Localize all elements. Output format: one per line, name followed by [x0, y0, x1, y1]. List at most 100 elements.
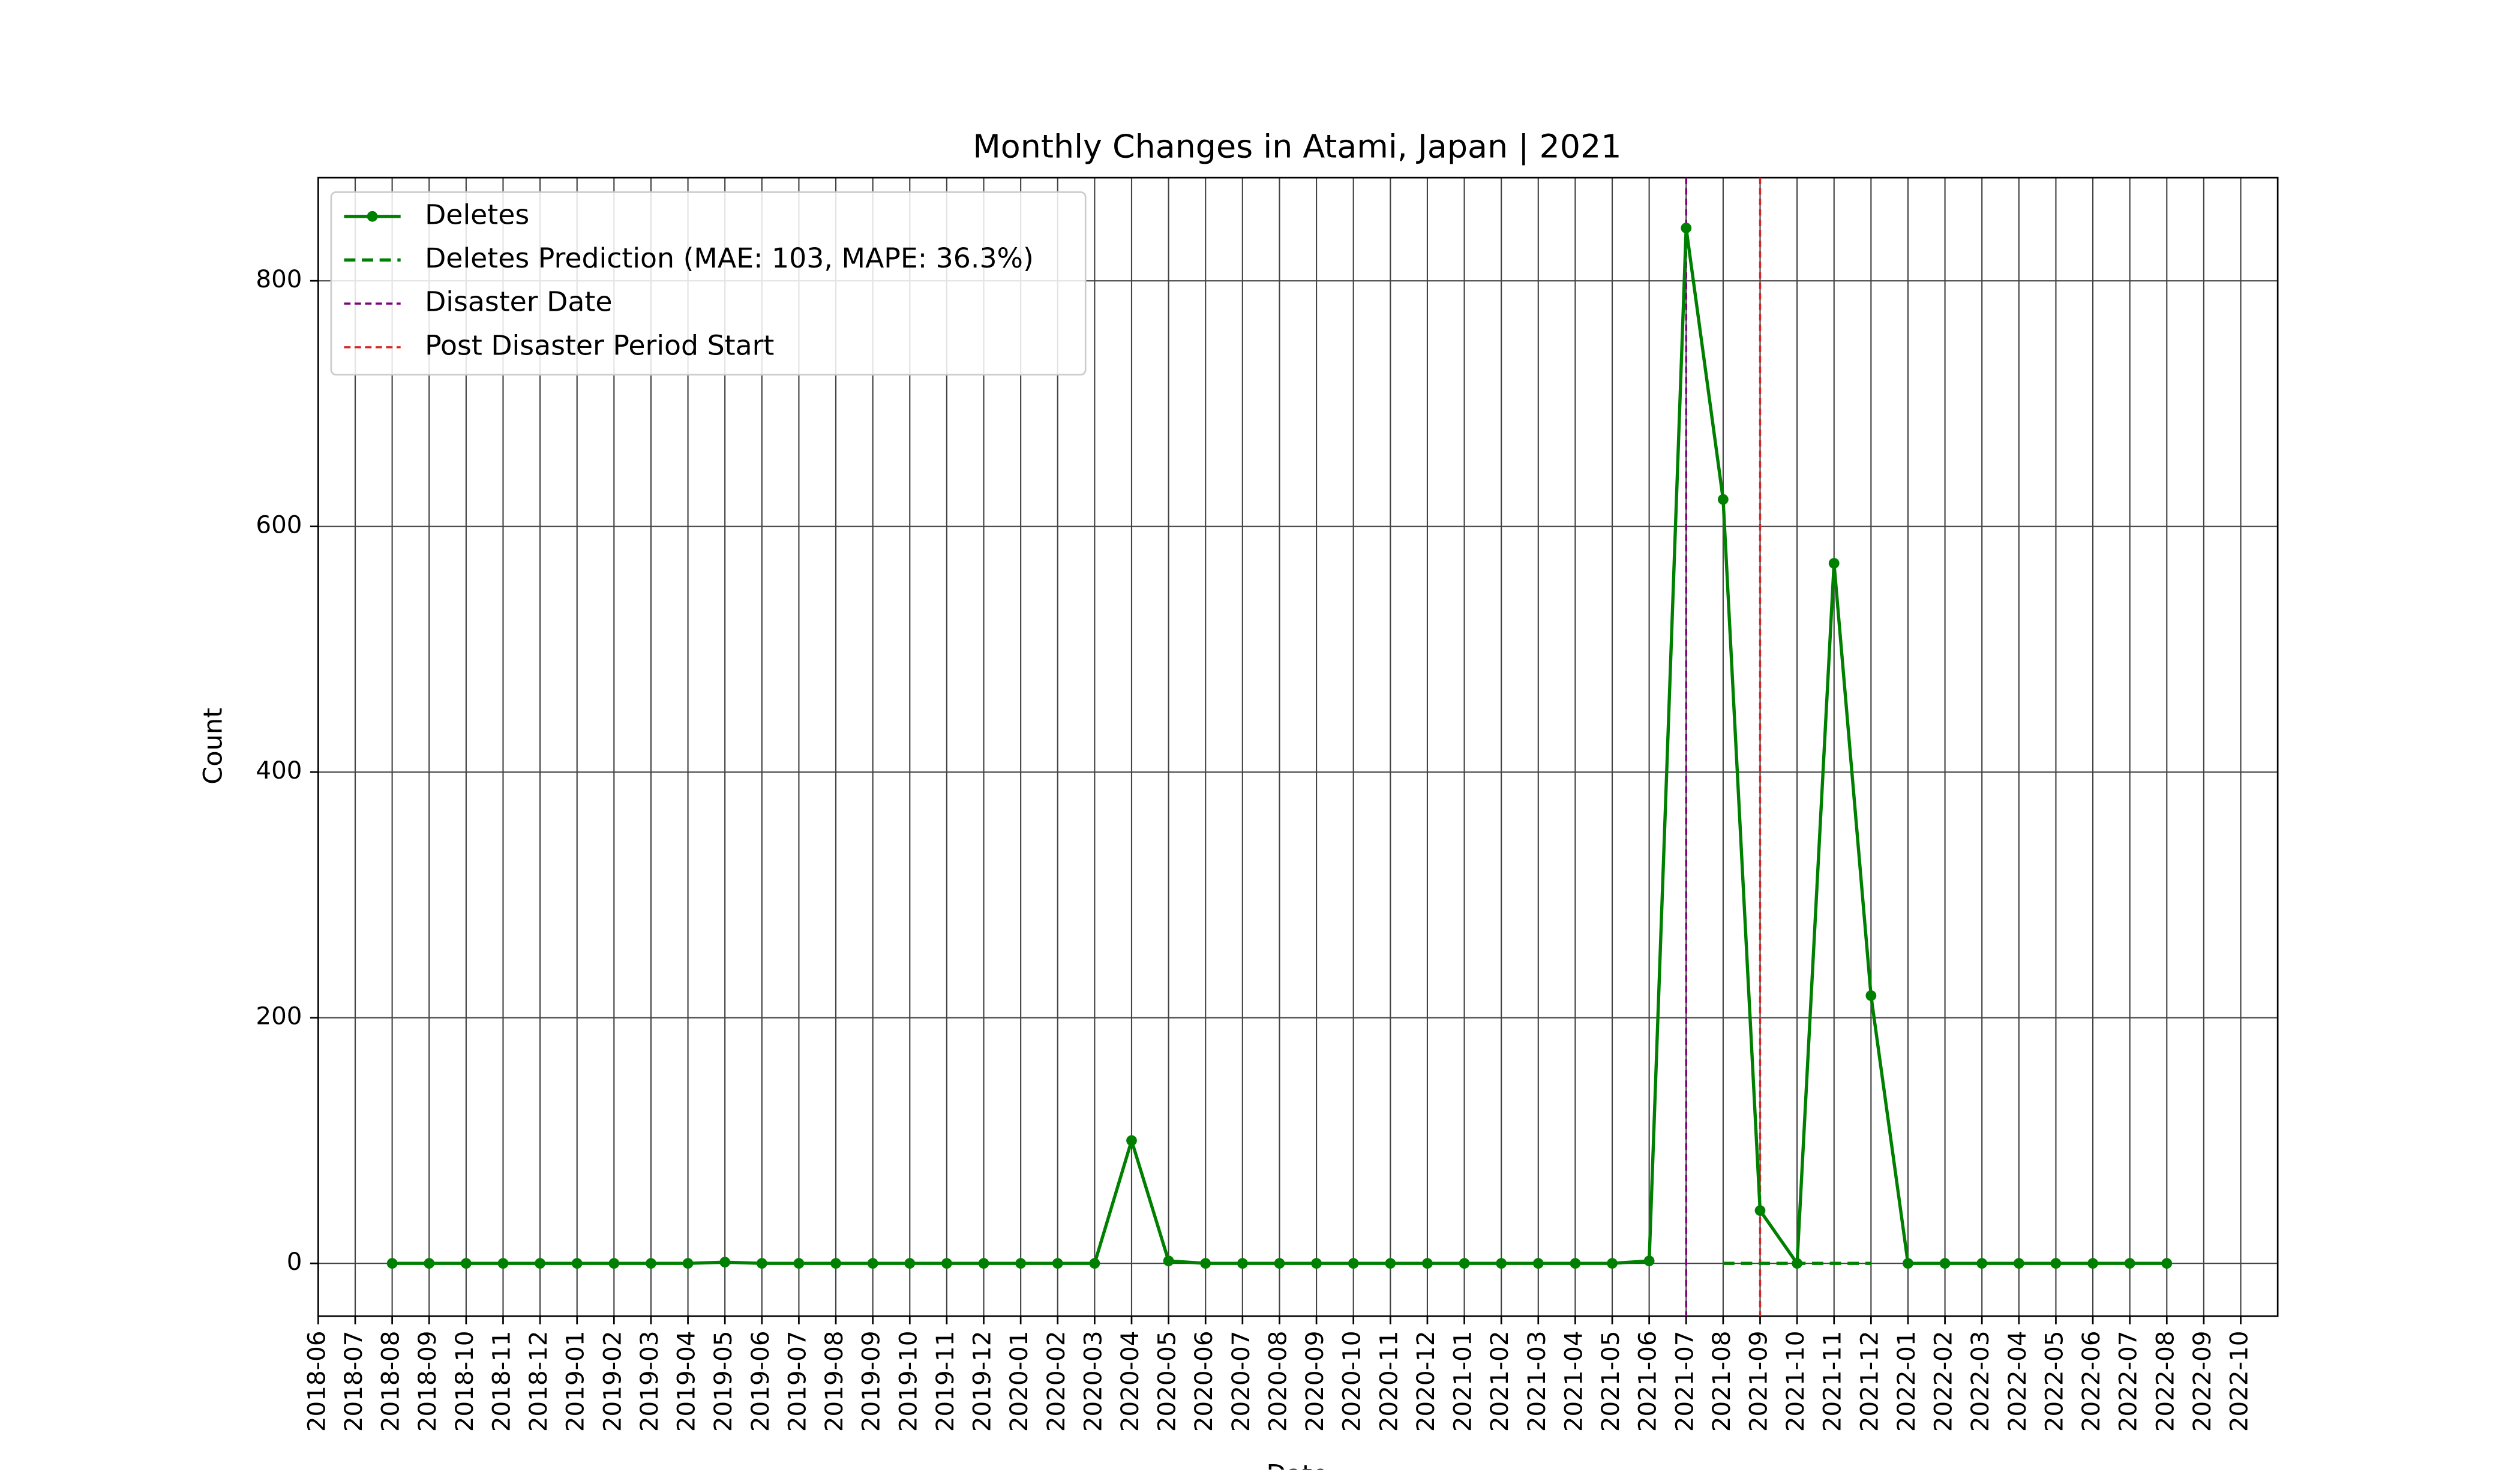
x-tick-label: 2018-08	[377, 1330, 405, 1432]
data-point	[1643, 1255, 1655, 1266]
data-point	[978, 1258, 989, 1269]
x-tick-label: 2019-10	[894, 1330, 922, 1432]
data-point	[1939, 1258, 1951, 1269]
data-point	[682, 1258, 694, 1269]
x-tick-label: 2022-07	[2114, 1330, 2143, 1432]
x-tick-label: 2022-03	[1966, 1330, 1994, 1432]
data-point	[1274, 1258, 1285, 1269]
x-tick-label: 2019-02	[598, 1330, 626, 1432]
data-point	[1717, 494, 1729, 505]
x-tick-label: 2020-10	[1338, 1330, 1366, 1432]
data-point	[1422, 1258, 1433, 1269]
x-tick-label: 2020-08	[1264, 1330, 1292, 1432]
data-point	[1163, 1255, 1174, 1266]
x-tick-label: 2018-09	[413, 1330, 442, 1432]
x-tick-label: 2021-06	[1634, 1330, 1662, 1432]
x-tick-label: 2018-12	[524, 1330, 553, 1432]
data-point	[1903, 1258, 1913, 1269]
plot-frame	[317, 176, 2279, 1317]
data-point	[756, 1258, 767, 1269]
x-tick-label: 2021-03	[1523, 1330, 1551, 1432]
x-tick-label: 2022-09	[2188, 1330, 2216, 1432]
x-tick-label: 2020-03	[1079, 1330, 1107, 1432]
x-tick-label: 2019-08	[820, 1330, 848, 1432]
x-tick-label: 2019-07	[783, 1330, 811, 1432]
x-tick-label: 2022-01	[1892, 1330, 1921, 1432]
data-point	[1532, 1258, 1544, 1269]
data-point	[1496, 1258, 1507, 1269]
data-point	[497, 1258, 509, 1269]
x-tick-label: 2020-11	[1375, 1330, 1403, 1432]
x-tick-label: 2021-05	[1597, 1330, 1625, 1432]
x-tick-label: 2019-12	[968, 1330, 997, 1432]
data-point	[1385, 1258, 1396, 1269]
data-point	[1865, 990, 1877, 1001]
data-point	[1052, 1258, 1063, 1269]
x-axis-label: Date	[1266, 1459, 1328, 1470]
x-tick-label: 2022-08	[2151, 1330, 2179, 1432]
legend-label: Deletes Prediction (MAE: 103, MAPE: 36.3…	[425, 242, 1034, 274]
data-point	[1828, 558, 1840, 569]
x-tick-label: 2019-09	[857, 1330, 886, 1432]
data-point	[2124, 1258, 2135, 1269]
x-tick-label: 2019-06	[746, 1330, 775, 1432]
data-point	[2050, 1258, 2062, 1269]
x-tick-label: 2021-07	[1670, 1330, 1699, 1432]
legend-label: Disaster Date	[425, 286, 612, 318]
x-tick-label: 2022-04	[2003, 1330, 2032, 1432]
x-tick-label: 2019-11	[931, 1330, 959, 1432]
x-tick-label: 2022-05	[2040, 1330, 2068, 1432]
x-tick-label: 2019-05	[709, 1330, 737, 1432]
data-point	[1237, 1258, 1248, 1269]
data-point	[2013, 1258, 2024, 1269]
x-tick-label: 2019-04	[673, 1330, 701, 1432]
data-point	[1311, 1258, 1322, 1269]
data-point	[1754, 1205, 1766, 1216]
data-point	[1089, 1258, 1100, 1269]
x-tick-label: 2018-06	[302, 1330, 331, 1432]
x-tick-label: 2021-08	[1708, 1330, 1736, 1432]
legend-label: Post Disaster Period Start	[425, 329, 774, 361]
data-point	[386, 1258, 398, 1269]
data-point	[535, 1258, 545, 1269]
x-tick-label: 2019-03	[635, 1330, 664, 1432]
x-tick-label: 2021-04	[1559, 1330, 1588, 1432]
x-tick-label: 2021-09	[1744, 1330, 1772, 1432]
legend-label: Deletes	[425, 199, 529, 230]
data-point	[719, 1257, 731, 1268]
x-tick-label: 2022-10	[2225, 1330, 2254, 1432]
data-point	[1681, 223, 1692, 233]
data-point	[1200, 1258, 1211, 1269]
data-point	[424, 1258, 435, 1269]
y-tick-label: 600	[256, 511, 302, 539]
data-point	[1976, 1258, 1988, 1269]
x-tick-label: 2018-07	[340, 1330, 368, 1432]
data-point	[1570, 1258, 1581, 1269]
legend: Deletes Deletes Prediction (MAE: 103, MAP…	[330, 191, 1087, 375]
data-point	[1459, 1258, 1470, 1269]
data-point	[2087, 1258, 2098, 1269]
x-tick-label: 2020-12	[1412, 1330, 1440, 1432]
x-tick-label: 2019-01	[562, 1330, 590, 1432]
data-point	[1126, 1135, 1137, 1146]
y-tick-label: 800	[256, 265, 302, 293]
data-point	[941, 1258, 952, 1269]
data-point	[904, 1258, 916, 1269]
x-tick-label: 2020-02	[1042, 1330, 1070, 1432]
x-tick-label: 2022-02	[1930, 1330, 1958, 1432]
legend-box	[330, 191, 1087, 375]
data-point	[1607, 1258, 1618, 1269]
data-point	[646, 1258, 656, 1269]
data-point	[460, 1258, 472, 1269]
x-tick-label: 2021-02	[1486, 1330, 1514, 1432]
x-tick-label: 2020-05	[1153, 1330, 1181, 1432]
y-axis-label: Count	[199, 708, 229, 785]
x-tick-label: 2021-10	[1781, 1330, 1810, 1432]
data-point	[1015, 1258, 1027, 1269]
data-point	[830, 1258, 841, 1269]
data-point	[1348, 1258, 1359, 1269]
data-point	[608, 1258, 620, 1269]
data-point	[867, 1258, 878, 1269]
y-tick-label: 200	[256, 1002, 302, 1031]
